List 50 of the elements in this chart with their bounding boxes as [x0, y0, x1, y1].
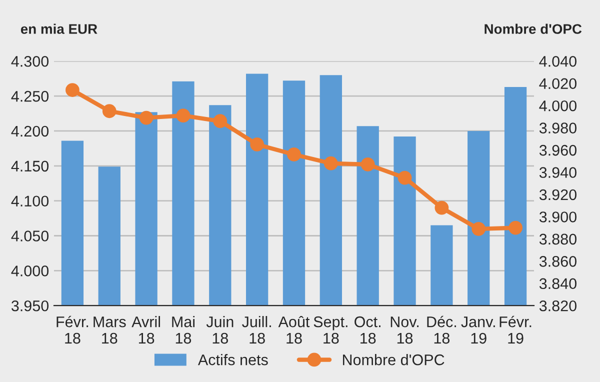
y2-tick-label: 4.000: [539, 100, 576, 112]
y-tick-label: 4.100: [11, 196, 49, 207]
point: [434, 200, 449, 215]
point: [472, 222, 486, 236]
y2-tick-label: 3.980: [539, 122, 576, 134]
legend-label: Actifs nets: [198, 354, 268, 366]
x-tick-label: Déc. 18: [427, 316, 456, 344]
y2-tick-label: 3.940: [539, 167, 576, 178]
x-tick-label: Nov. 18: [390, 316, 419, 344]
point: [250, 138, 264, 152]
point: [287, 148, 301, 162]
point: [213, 114, 228, 128]
x-tick-label: Mars 18: [94, 316, 126, 344]
x-tick-label: Févr. 18: [56, 316, 88, 344]
point: [66, 83, 80, 97]
y2-tick-label: 3.840: [539, 278, 576, 290]
point: [360, 158, 375, 172]
point: [324, 156, 338, 170]
y-tick-label: 4.050: [11, 230, 49, 242]
y2-tick-label: 3.860: [539, 256, 576, 267]
x-tick-label: Janv. 19: [461, 316, 495, 344]
x-tick-label: Mai 18: [172, 316, 195, 344]
x-tick-label: Févr. 19: [500, 316, 532, 344]
x-tick-label: Sept. 18: [314, 316, 348, 344]
x-tick-label: Juin 18: [206, 316, 234, 344]
y2-axis-title: Nombre d'OPC: [484, 24, 582, 34]
y-tick-label: 4.300: [11, 56, 49, 67]
y2-tick-label: 4.020: [539, 78, 576, 90]
point: [102, 104, 116, 118]
point: [176, 108, 190, 123]
y-tick-label: 4.250: [11, 90, 49, 102]
point: [398, 170, 412, 185]
x-tick-label: Août 18: [278, 316, 310, 344]
legend-label: Nombre d'OPC: [342, 354, 444, 366]
y2-tick-label: 3.820: [539, 300, 576, 312]
y-tick-label: 4.000: [11, 266, 49, 276]
y-axis-title: en mia EUR: [20, 24, 98, 34]
y-tick-label: 3.950: [11, 300, 49, 312]
y2-tick-label: 3.900: [539, 212, 576, 222]
point: [139, 110, 154, 125]
y2-tick-label: 4.040: [539, 56, 576, 67]
point: [508, 220, 522, 235]
x-tick-label: Juill. 18: [242, 316, 271, 344]
x-tick-label: Oct. 18: [354, 316, 380, 344]
y2-tick-label: 3.880: [539, 234, 576, 245]
x-tick-label: Avril 18: [132, 316, 160, 344]
y2-tick-label: 3.920: [539, 189, 576, 200]
y-tick-label: 4.150: [11, 160, 49, 172]
y2-tick-label: 3.960: [539, 144, 576, 156]
y-tick-label: 4.200: [11, 126, 49, 137]
